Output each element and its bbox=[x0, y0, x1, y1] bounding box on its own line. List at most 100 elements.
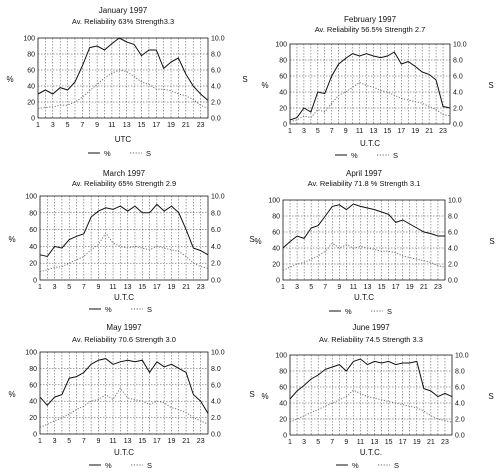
x-tick-label: 15 bbox=[383, 128, 391, 135]
x-tick-label: 23 bbox=[197, 438, 205, 445]
x-tick-label: 17 bbox=[153, 284, 161, 291]
series-line-reliability bbox=[39, 203, 209, 258]
y2-tick-label: 8.0 bbox=[211, 52, 221, 59]
y-tick-label: 60 bbox=[29, 227, 37, 234]
y2-tick-label: 2.0 bbox=[448, 262, 458, 269]
chart-subtitle: Av. Reliability 71.8 % Strength 3.1 bbox=[308, 179, 421, 188]
x-tick-label: 13 bbox=[364, 284, 372, 291]
x-tick-label: 9 bbox=[96, 284, 100, 291]
x-tick-label: 21 bbox=[182, 438, 190, 445]
plot-frame bbox=[289, 43, 451, 125]
series-line-strength bbox=[282, 242, 446, 271]
y2-tick-label: 0.0 bbox=[455, 433, 465, 440]
y2-tick-label: 6.0 bbox=[448, 230, 458, 237]
legend-label: S bbox=[147, 305, 152, 314]
chart-title: April 1997 bbox=[346, 169, 383, 178]
legend-label: S bbox=[393, 151, 398, 160]
y2-tick-label: 10.0 bbox=[211, 194, 225, 201]
y-tick-label: 20 bbox=[27, 100, 35, 107]
x-tick-label: 7 bbox=[330, 128, 334, 135]
y-tick-label: 100 bbox=[268, 198, 280, 205]
y2-tick-label: 4.0 bbox=[448, 246, 458, 253]
chart-title: June 1997 bbox=[352, 323, 390, 332]
y2-tick-label: 8.0 bbox=[448, 214, 458, 221]
series-line-strength bbox=[39, 232, 209, 273]
x-tick-label: 11 bbox=[356, 128, 363, 135]
y2-tick-label: 8.0 bbox=[211, 210, 221, 217]
legend-label: S bbox=[387, 307, 392, 316]
x-tick-label: 21 bbox=[425, 128, 433, 135]
y-tick-label: 0 bbox=[33, 278, 37, 285]
y2-tick-label: 6.0 bbox=[211, 227, 221, 234]
x-tick-label: 21 bbox=[427, 439, 435, 446]
chart-panel-6: June 1997 Av. Reliability 74.5 Strength 3… bbox=[261, 323, 493, 470]
x-tick-label: 19 bbox=[413, 439, 421, 446]
y-axis-label: % bbox=[261, 392, 268, 401]
chart-panel-5: May 1997 Av. Reliability 70.6 Strength 3.… bbox=[8, 323, 254, 470]
y-tick-label: 100 bbox=[275, 353, 287, 360]
x-tick-label: 7 bbox=[80, 122, 84, 129]
plot-frame bbox=[39, 195, 209, 281]
x-tick-label: 5 bbox=[316, 439, 320, 446]
y-tick-label: 0 bbox=[283, 433, 287, 440]
y2-tick-label: 0.0 bbox=[211, 432, 221, 439]
x-tick-label: 21 bbox=[420, 284, 428, 291]
plot-frame bbox=[39, 351, 209, 435]
x-tick-label: 9 bbox=[96, 438, 100, 445]
x-tick-label: 3 bbox=[53, 438, 57, 445]
x-axis-label: U.T.C bbox=[354, 293, 374, 302]
x-tick-label: 13 bbox=[124, 284, 132, 291]
legend-label: % bbox=[345, 307, 352, 316]
x-tick-label: 13 bbox=[124, 438, 132, 445]
chart-title: February 1997 bbox=[344, 15, 397, 24]
x-tick-label: 3 bbox=[51, 122, 55, 129]
y-tick-label: 0 bbox=[276, 278, 280, 285]
x-tick-label: 7 bbox=[330, 439, 334, 446]
x-tick-label: 3 bbox=[302, 439, 306, 446]
y-axis-label: % bbox=[6, 75, 13, 84]
y-tick-label: 40 bbox=[29, 399, 37, 406]
y-axis-label: % bbox=[261, 81, 268, 90]
plot-frame bbox=[289, 354, 453, 436]
series-line-reliability bbox=[282, 203, 445, 249]
x-tick-label: 1 bbox=[38, 438, 42, 445]
legend-label: % bbox=[104, 149, 111, 158]
y2-tick-label: 0.0 bbox=[448, 278, 458, 285]
y-tick-label: 80 bbox=[29, 210, 37, 217]
y2-tick-label: 2.0 bbox=[211, 415, 221, 422]
x-tick-label: 5 bbox=[66, 122, 70, 129]
y2-tick-label: 2.0 bbox=[453, 106, 463, 113]
x-tick-label: 15 bbox=[138, 284, 146, 291]
y2-tick-label: 2.0 bbox=[455, 417, 465, 424]
x-tick-label: 7 bbox=[82, 438, 86, 445]
y2-axis-label: S bbox=[242, 75, 247, 84]
x-tick-label: 21 bbox=[182, 284, 190, 291]
x-tick-label: 17 bbox=[152, 122, 160, 129]
y2-tick-label: 4.0 bbox=[211, 84, 221, 91]
y-tick-label: 80 bbox=[279, 369, 287, 376]
legend-label: S bbox=[394, 461, 399, 470]
y-tick-label: 80 bbox=[29, 366, 37, 373]
x-tick-label: 5 bbox=[67, 438, 71, 445]
chart-subtitle: Av. Reliability 70.6 Strength 3.0 bbox=[72, 335, 176, 344]
x-tick-label: 5 bbox=[67, 284, 71, 291]
y2-tick-label: 0.0 bbox=[211, 116, 221, 123]
x-tick-label: 19 bbox=[406, 284, 414, 291]
x-tick-label: 15 bbox=[385, 439, 393, 446]
x-tick-label: 23 bbox=[439, 128, 447, 135]
series-line-reliability bbox=[39, 358, 209, 414]
x-tick-label: 19 bbox=[168, 438, 176, 445]
y-tick-label: 40 bbox=[29, 244, 37, 251]
y-tick-label: 20 bbox=[279, 106, 287, 113]
y2-tick-label: 8.0 bbox=[453, 58, 463, 65]
y-tick-label: 80 bbox=[27, 52, 35, 59]
x-tick-label: 13 bbox=[371, 439, 379, 446]
chart-subtitle: Av. Reliability 56.5% Strength 2.7 bbox=[315, 25, 426, 34]
x-tick-label: 17 bbox=[392, 284, 400, 291]
series-line-reliability bbox=[289, 51, 451, 121]
x-tick-label: 1 bbox=[36, 122, 40, 129]
x-tick-label: 11 bbox=[109, 438, 116, 445]
